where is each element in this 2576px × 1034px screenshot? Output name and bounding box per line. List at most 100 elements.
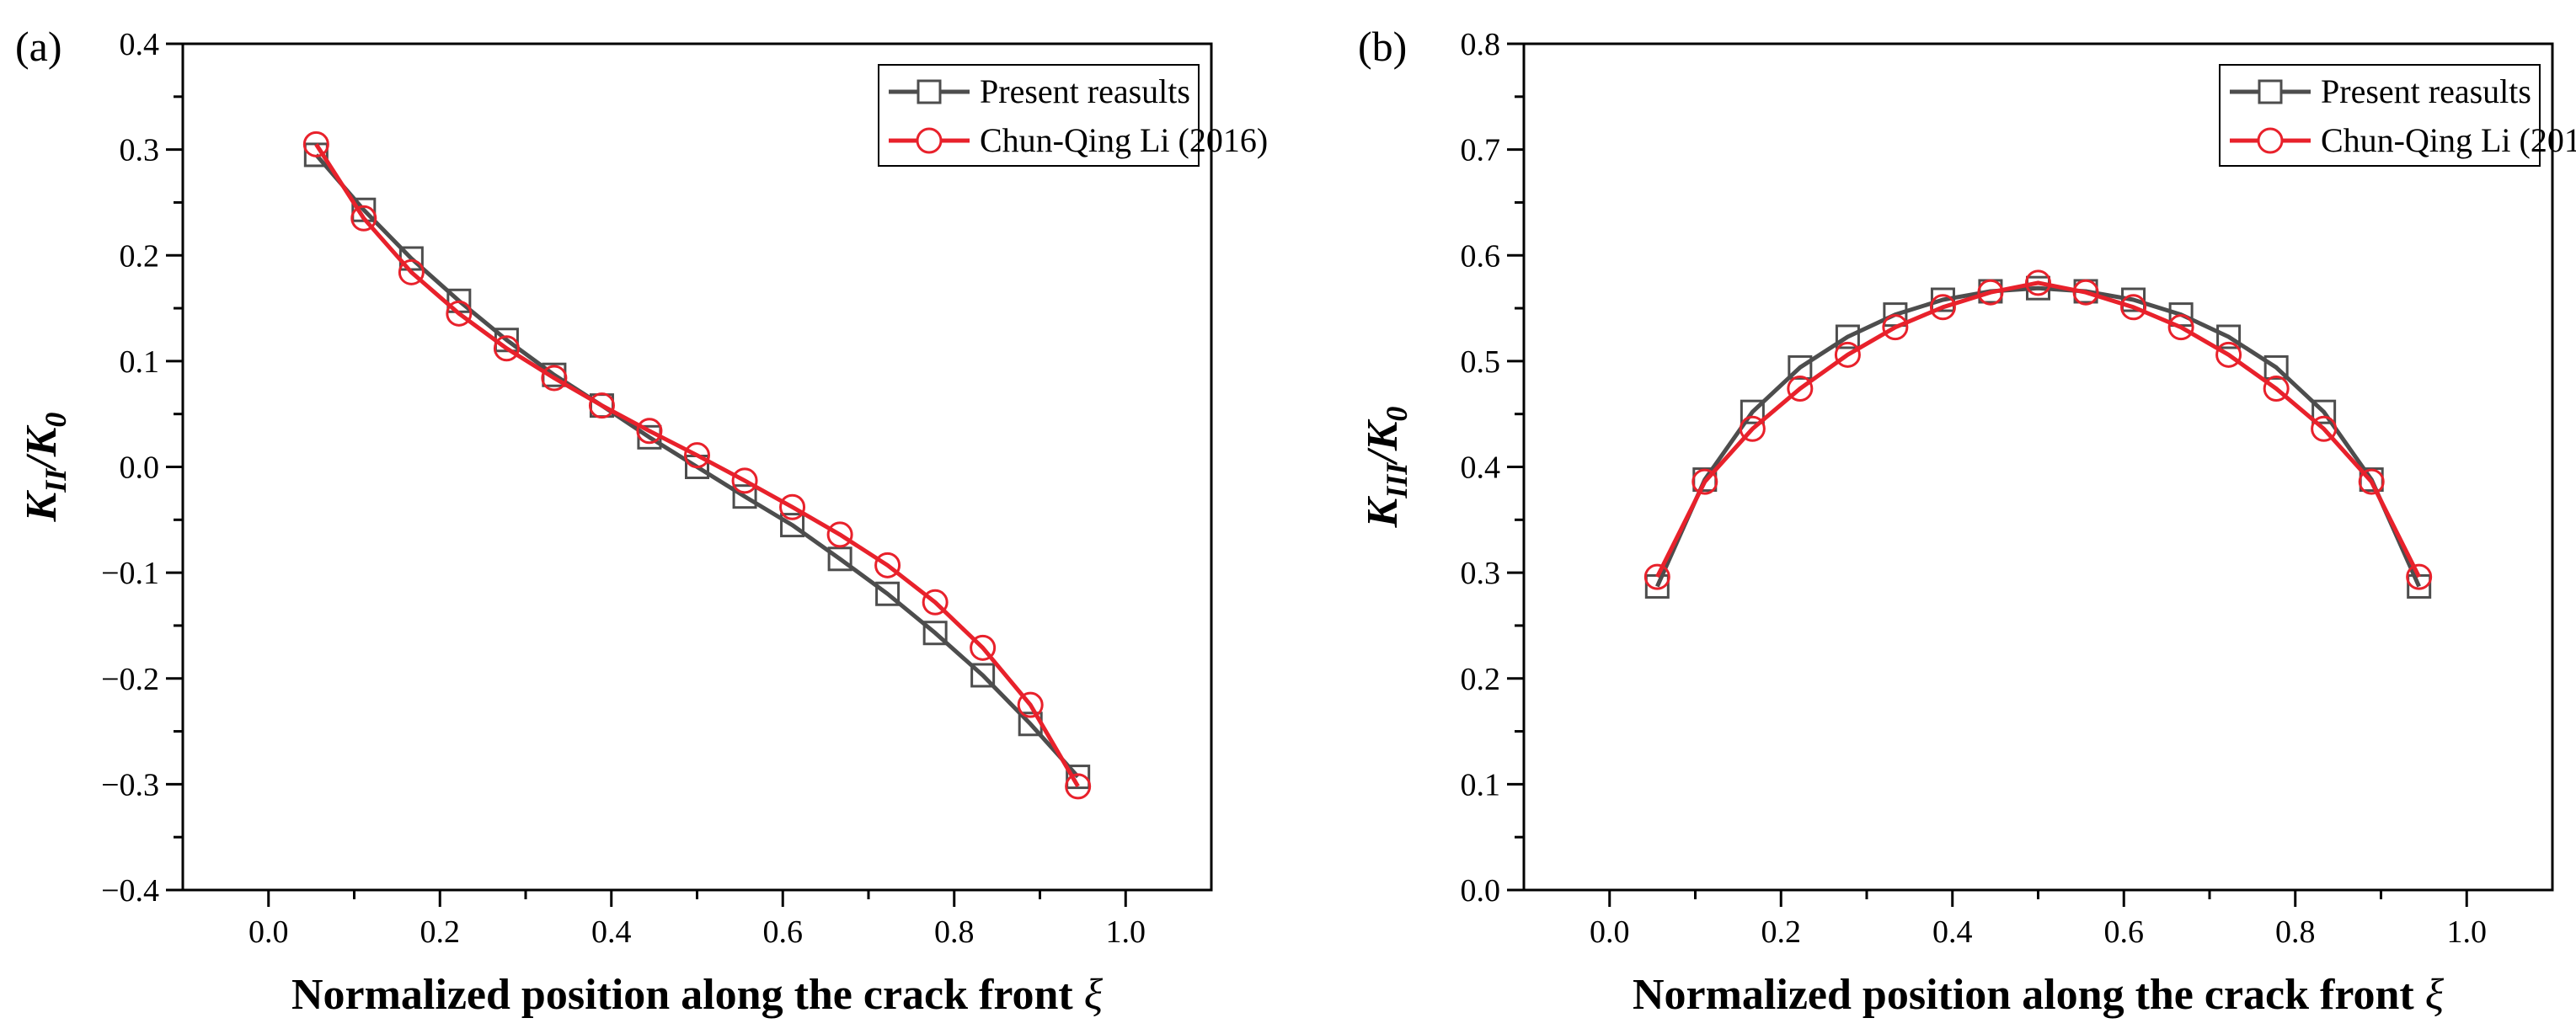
data-point-circle bbox=[2120, 294, 2147, 321]
data-point-circle bbox=[350, 205, 377, 232]
data-point-circle bbox=[493, 335, 520, 362]
x-tick-label: 0.2 bbox=[420, 914, 461, 950]
data-point-circle bbox=[2072, 279, 2099, 306]
data-point-square bbox=[2263, 354, 2289, 380]
data-point-square bbox=[1788, 354, 1813, 380]
y-tick-label: 0.0 bbox=[1461, 873, 1501, 909]
data-point-circle bbox=[1643, 563, 1670, 590]
data-point-circle bbox=[684, 442, 710, 469]
data-point-circle bbox=[1739, 415, 1766, 442]
y-axis-k0: K bbox=[1359, 418, 1407, 451]
y-tick-label: 0.4 bbox=[1461, 450, 1501, 486]
legend-marker-circle bbox=[916, 127, 943, 154]
data-point-circle bbox=[779, 493, 806, 520]
data-point-circle bbox=[588, 392, 615, 419]
data-point-circle bbox=[1834, 341, 1861, 368]
y-axis-k-sub: III bbox=[1380, 461, 1414, 499]
data-point-square bbox=[922, 621, 948, 646]
x-axis-title-text: Normalized position along the crack fron… bbox=[291, 971, 1084, 1019]
legend-entry-0: Present reasults bbox=[2321, 72, 2531, 110]
data-point-circle bbox=[874, 552, 901, 578]
y-axis-k0-sub: 0 bbox=[1380, 407, 1414, 422]
data-point-circle bbox=[636, 418, 663, 445]
y-tick-label: −0.4 bbox=[101, 873, 159, 909]
y-tick-label: 0.3 bbox=[1461, 556, 1501, 591]
y-axis-k: K bbox=[18, 489, 66, 522]
chart-panel-a: (a) 0.0 0.2 0.4 0.6 0.8 1.0 −0.4 −0.3 −0.2 −0.1 0.0… bbox=[15, 23, 1268, 1019]
series-line-1 bbox=[1655, 280, 2421, 578]
data-point-square bbox=[2216, 324, 2242, 349]
y-tick-label: 0.2 bbox=[120, 238, 160, 274]
data-point-square bbox=[1835, 324, 1860, 349]
x-tick-label: 0.0 bbox=[249, 914, 289, 950]
data-point-circle bbox=[1017, 691, 1044, 718]
panel-label: (b) bbox=[1358, 23, 1407, 70]
chart-panel-b: (b) 0.0 0.2 0.4 0.6 0.8 1.0 0.0 0.1 0.2 0.3 0.4 0.5 0… bbox=[1358, 23, 2576, 1019]
x-axis-title: Normalized position along the crack fron… bbox=[1633, 971, 2445, 1019]
y-axis-k0-sub: 0 bbox=[39, 413, 72, 428]
data-point-circle bbox=[2311, 415, 2338, 442]
data-point-square bbox=[780, 513, 805, 538]
data-point-square bbox=[827, 546, 852, 572]
x-tick-label: 0.4 bbox=[1932, 914, 1973, 950]
y-axis-title: KIII/K0 bbox=[1359, 407, 1414, 529]
data-point-circle bbox=[2215, 341, 2242, 368]
data-point-circle bbox=[922, 589, 949, 616]
y-tick-label: 0.8 bbox=[1461, 27, 1501, 62]
data-point-circle bbox=[2406, 563, 2433, 590]
data-point-circle bbox=[2263, 376, 2290, 402]
legend-marker-square bbox=[917, 79, 942, 104]
data-point-square bbox=[2311, 399, 2337, 424]
data-point-circle bbox=[1065, 773, 1092, 800]
data-point-circle bbox=[541, 365, 568, 392]
data-point-square bbox=[1740, 399, 1765, 424]
x-tick-label: 0.0 bbox=[1590, 914, 1630, 950]
y-tick-label: 0.1 bbox=[1461, 767, 1501, 802]
x-tick-label: 0.8 bbox=[2275, 914, 2316, 950]
data-point-circle bbox=[731, 467, 758, 494]
data-point-square bbox=[2121, 287, 2146, 312]
data-point-circle bbox=[2025, 269, 2051, 296]
x-axis-title-text: Normalized position along the crack fron… bbox=[1633, 971, 2425, 1019]
y-axis-slash: / bbox=[18, 453, 66, 472]
x-tick-label: 0.6 bbox=[2104, 914, 2145, 950]
legend-marker-square bbox=[2258, 79, 2283, 104]
legend-entry-0: Present reasults bbox=[980, 72, 1190, 110]
series-line-1 bbox=[314, 142, 1080, 788]
series-line-0 bbox=[1655, 285, 2421, 588]
y-axis-title: KII/K0 bbox=[18, 413, 72, 523]
plot-frame bbox=[1522, 42, 2554, 892]
data-point-circle bbox=[1929, 294, 1956, 321]
y-axis-k-sub: II bbox=[39, 467, 72, 493]
x-axis-symbol: ξ bbox=[2425, 971, 2445, 1019]
data-point-square bbox=[303, 142, 329, 168]
data-point-circle bbox=[398, 258, 425, 285]
data-point-circle bbox=[1882, 314, 1909, 341]
x-tick-label: 0.4 bbox=[591, 914, 632, 950]
y-tick-label: 0.4 bbox=[120, 27, 160, 62]
data-point-circle bbox=[1787, 376, 1814, 402]
x-axis-title: Normalized position along the crack fron… bbox=[291, 971, 1104, 1019]
x-tick-label: 1.0 bbox=[2447, 914, 2488, 950]
data-point-square bbox=[732, 484, 757, 509]
legend-entry-1: Chun-Qing Li (2016) bbox=[2321, 121, 2576, 159]
y-axis-slash: / bbox=[1359, 447, 1407, 466]
data-point-circle bbox=[446, 300, 473, 327]
x-tick-label: 0.2 bbox=[1761, 914, 1802, 950]
x-tick-label: 1.0 bbox=[1106, 914, 1146, 950]
data-point-circle bbox=[1692, 468, 1718, 495]
y-axis-k: K bbox=[1359, 495, 1407, 528]
legend-marker-circle bbox=[2257, 127, 2284, 154]
y-tick-label: −0.2 bbox=[101, 662, 159, 697]
data-point-circle bbox=[2358, 468, 2385, 495]
y-tick-label: −0.1 bbox=[101, 556, 159, 591]
y-tick-label: 0.7 bbox=[1461, 133, 1501, 168]
data-point-square bbox=[1066, 765, 1091, 790]
y-axis-k0: K bbox=[18, 424, 66, 457]
data-point-square bbox=[875, 581, 901, 606]
x-axis-symbol: ξ bbox=[1084, 971, 1104, 1019]
data-point-circle bbox=[1977, 279, 2004, 306]
data-point-circle bbox=[302, 131, 329, 157]
x-tick-label: 0.8 bbox=[934, 914, 975, 950]
